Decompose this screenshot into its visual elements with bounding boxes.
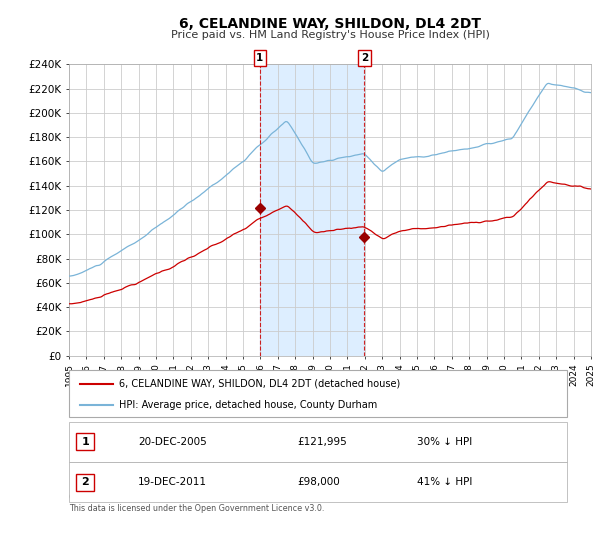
Text: £121,995: £121,995 [297,437,347,447]
Text: This data is licensed under the Open Government Licence v3.0.: This data is licensed under the Open Gov… [69,504,325,513]
Text: £98,000: £98,000 [297,477,340,487]
Text: 2: 2 [361,53,368,63]
Text: 20-DEC-2005: 20-DEC-2005 [138,437,207,447]
Bar [260,64,364,356]
Text: Price paid vs. HM Land Registry's House Price Index (HPI): Price paid vs. HM Land Registry's House … [170,30,490,40]
Text: 6, CELANDINE WAY, SHILDON, DL4 2DT (detached house): 6, CELANDINE WAY, SHILDON, DL4 2DT (deta… [119,379,400,389]
Text: 1: 1 [256,53,263,63]
Text: HPI: Average price, detached house, County Durham: HPI: Average price, detached house, Coun… [119,400,377,410]
Text: 6, CELANDINE WAY, SHILDON, DL4 2DT: 6, CELANDINE WAY, SHILDON, DL4 2DT [179,17,481,31]
Text: 2: 2 [82,477,89,487]
Text: 19-DEC-2011: 19-DEC-2011 [138,477,207,487]
Text: 1: 1 [82,437,89,447]
Text: Contains HM Land Registry data © Crown copyright and database right 2024.: Contains HM Land Registry data © Crown c… [69,493,381,502]
Text: 41% ↓ HPI: 41% ↓ HPI [417,477,472,487]
Text: 30% ↓ HPI: 30% ↓ HPI [417,437,472,447]
